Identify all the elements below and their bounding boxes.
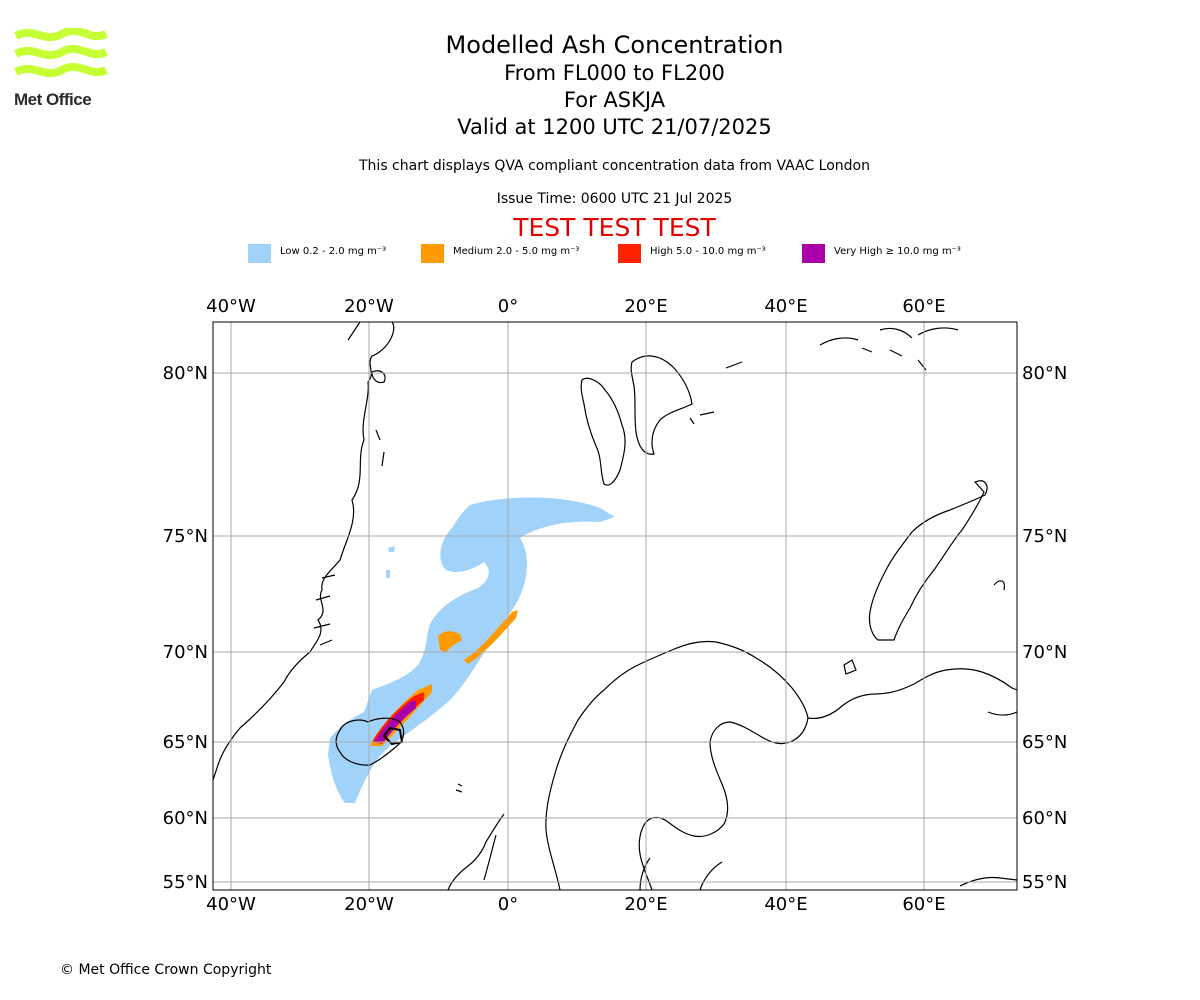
lat-label: 80°N <box>163 363 208 384</box>
lat-label: 75°N <box>163 526 208 547</box>
volcano-name: For ASKJA <box>563 88 666 112</box>
met-office-logo: Met Office <box>14 26 109 112</box>
lat-labels-right: 80°N 75°N 70°N 65°N 60°N 55°N <box>1022 363 1067 893</box>
lon-label: 60°E <box>902 894 945 915</box>
legend-label-high: High 5.0 - 10.0 mg m⁻³ <box>650 246 766 257</box>
lon-label: 0° <box>498 894 518 915</box>
valid-time: Valid at 1200 UTC 21/07/2025 <box>457 115 772 139</box>
legend-swatch-high <box>618 244 641 263</box>
issue-time: Issue Time: 0600 UTC 21 Jul 2025 <box>496 191 733 207</box>
title-block: Modelled Ash Concentration From FL000 to… <box>0 30 1200 141</box>
legend-swatch-very-high <box>802 244 825 263</box>
lon-label: 0° <box>498 296 518 317</box>
lon-label: 40°W <box>206 296 256 317</box>
lon-label: 40°E <box>764 296 807 317</box>
lon-label: 40°E <box>764 894 807 915</box>
lat-label: 60°N <box>163 808 208 829</box>
copyright: © Met Office Crown Copyright <box>60 962 272 978</box>
coastlines <box>213 322 1017 890</box>
lat-label: 70°N <box>163 642 208 663</box>
legend-label-very-high: Very High ≥ 10.0 mg m⁻³ <box>834 246 961 257</box>
chart-description: This chart displays QVA compliant concen… <box>359 158 870 174</box>
lat-label: 80°N <box>1022 363 1067 384</box>
lon-label: 20°W <box>344 894 394 915</box>
lat-label: 55°N <box>1022 872 1067 893</box>
lat-label: 65°N <box>1022 732 1067 753</box>
lat-label: 75°N <box>1022 526 1067 547</box>
lat-label: 55°N <box>163 872 208 893</box>
eruption-source-outline <box>382 726 404 746</box>
lat-label: 65°N <box>163 732 208 753</box>
chart-title: Modelled Ash Concentration <box>445 31 784 59</box>
map-background <box>213 322 1017 890</box>
lat-label: 60°N <box>1022 808 1067 829</box>
lat-labels-left: 80°N 75°N 70°N 65°N 60°N 55°N <box>163 363 208 893</box>
lon-label: 60°E <box>902 296 945 317</box>
lon-label: 20°E <box>624 296 667 317</box>
lon-label: 20°E <box>624 894 667 915</box>
logo-text: Met Office <box>14 90 92 109</box>
lon-label: 40°W <box>206 894 256 915</box>
lon-label: 20°W <box>344 296 394 317</box>
graticule <box>213 322 1017 890</box>
met-office-waves-icon <box>14 26 108 78</box>
legend-label-medium: Medium 2.0 - 5.0 mg m⁻³ <box>453 246 580 257</box>
lon-labels-top: 40°W 20°W 0° 20°E 40°E 60°E <box>206 296 945 317</box>
map-frame <box>212 321 1018 891</box>
test-banner: TEST TEST TEST <box>513 213 716 242</box>
ash-very-high-area <box>374 700 416 742</box>
legend-swatch-low <box>248 244 271 263</box>
flight-levels: From FL000 to FL200 <box>504 61 725 85</box>
legend-label-low: Low 0.2 - 2.0 mg m⁻³ <box>280 246 387 257</box>
legend-swatch-medium <box>421 244 444 263</box>
lat-label: 70°N <box>1022 642 1067 663</box>
lon-labels-bottom: 40°W 20°W 0° 20°E 40°E 60°E <box>206 894 945 915</box>
